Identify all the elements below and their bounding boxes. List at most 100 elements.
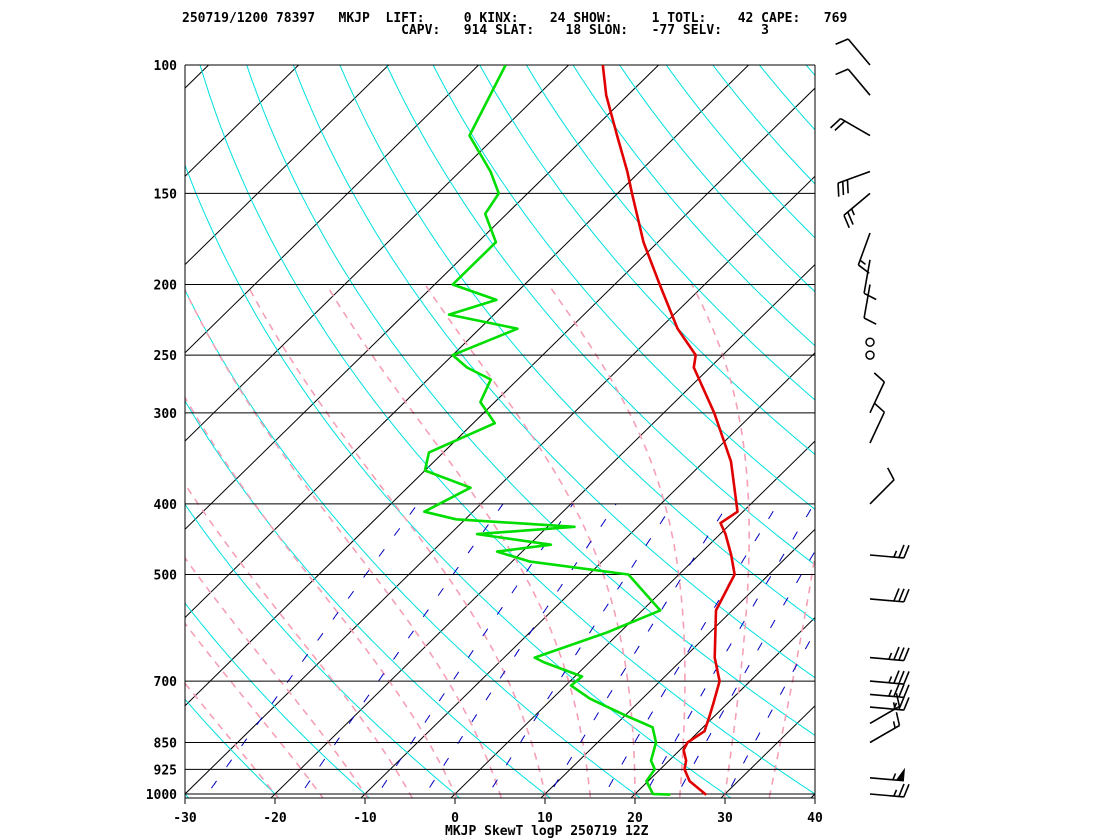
barb-half-flag	[888, 676, 893, 684]
moist-adiabat-line	[185, 556, 369, 798]
barb-half-flag	[893, 550, 898, 558]
barb-flag	[847, 211, 854, 225]
wind-barb	[835, 68, 871, 96]
pressure-tick-label: 100	[154, 59, 178, 74]
calm-circle	[865, 337, 875, 347]
temperature-axis-labels: -30 -20 -10 0 10 20 30 40	[173, 798, 823, 826]
barb-shaft	[847, 68, 871, 96]
barb-shaft	[837, 170, 871, 184]
barb-flag	[893, 683, 900, 697]
barb-half-flag	[892, 773, 897, 781]
barb-half-flag	[893, 702, 898, 710]
wind-barb	[869, 402, 886, 444]
barb-shaft	[869, 479, 895, 505]
barb-flag	[873, 402, 885, 413]
pressure-axis-labels: 100 150 200 250 300 400 500 700 850 925 1000	[146, 59, 177, 803]
barb-flag	[898, 588, 905, 602]
barb-half-flag	[850, 208, 855, 216]
barb-shaft	[869, 680, 904, 685]
barb-flag	[898, 670, 905, 684]
barb-flag	[873, 372, 885, 383]
dry-adiabat-line	[712, 65, 815, 185]
temperature-tick-label: 10	[537, 811, 553, 826]
barb-flag	[846, 179, 849, 194]
isotherm-line	[185, 65, 299, 178]
moist-adiabat-line	[768, 550, 815, 798]
barb-shaft	[840, 117, 871, 137]
barb-shaft	[863, 284, 871, 319]
wind-barb	[869, 544, 910, 559]
dry-adiabat-line	[572, 65, 815, 347]
pressure-tick-label: 400	[154, 498, 178, 513]
isotherm-line	[810, 793, 815, 798]
pressure-tick-label: 250	[154, 349, 178, 364]
barb-flag	[898, 647, 905, 661]
barb-flag	[895, 692, 901, 707]
pressure-tick-label: 1000	[146, 788, 177, 803]
dry-adiabat-line	[805, 65, 815, 77]
barb-flag	[837, 183, 840, 197]
dry-adiabat-lines	[185, 65, 1120, 809]
temperature-tick-label: -20	[263, 811, 287, 826]
barb-flag	[903, 647, 910, 661]
isotherm-line	[270, 263, 815, 798]
dry-adiabat-line	[479, 65, 815, 456]
moist-adiabat-line	[185, 682, 280, 798]
barb-flag	[898, 696, 905, 710]
wind-barb	[869, 696, 910, 711]
isotherm-line	[450, 440, 815, 798]
wind-barb	[869, 670, 910, 685]
pressure-tick-label: 500	[154, 569, 178, 584]
barb-flag	[903, 784, 910, 798]
dry-adiabat-line	[665, 65, 815, 239]
dry-adiabat-line	[619, 65, 815, 293]
header-line-2: CAPV: 914 SLAT: 18 SLON: -77 SELV: 3	[182, 23, 769, 38]
dry-adiabat-line	[339, 65, 815, 622]
barb-flag	[903, 588, 910, 603]
temperature-tick-label: -30	[173, 811, 197, 826]
barb-flag	[863, 317, 877, 325]
barb-shaft	[869, 793, 904, 798]
moist-adiabat-line	[185, 622, 324, 798]
barb-flag	[898, 684, 905, 698]
moist-adiabat-line	[185, 288, 503, 798]
barb-flag	[903, 545, 910, 559]
temperature-series	[601, 65, 739, 796]
wind-barb	[843, 192, 871, 229]
barb-flag	[886, 467, 895, 481]
dry-adiabat-line	[386, 65, 815, 566]
dry-adiabat-line	[292, 65, 815, 679]
moist-adiabat-line	[325, 284, 592, 798]
barb-half-flag	[893, 789, 898, 797]
isotherm-line	[0, 65, 119, 809]
barb-shaft	[869, 724, 900, 744]
barb-half-flag	[859, 259, 866, 265]
isotherm-line	[185, 65, 479, 354]
barb-half-flag	[892, 721, 896, 729]
dry-adiabat-line	[853, 65, 1120, 809]
wind-barb	[830, 117, 871, 137]
wind-barb	[857, 232, 871, 274]
barb-flag	[841, 181, 845, 196]
barb-flag	[903, 697, 910, 711]
barb-shaft	[863, 259, 871, 294]
pressure-tick-label: 150	[154, 187, 178, 202]
isotherm-line	[185, 65, 209, 89]
dry-adiabat-line	[185, 400, 551, 798]
barb-shaft	[869, 598, 904, 603]
barb-shaft	[857, 232, 871, 266]
dry-adiabat-line	[199, 65, 815, 795]
moist-adiabat-lines	[185, 284, 815, 798]
calm-circle	[865, 350, 875, 360]
mixing-ratio-line	[546, 503, 729, 798]
plot-frame	[184, 65, 816, 799]
isotherm-line	[630, 616, 815, 798]
moist-adiabat-line	[185, 482, 414, 798]
wind-barb	[863, 284, 877, 325]
dry-adiabat-line	[185, 503, 461, 798]
temperature-tick-label: 40	[807, 811, 823, 826]
barb-shaft	[869, 381, 886, 414]
barb-flag	[893, 646, 900, 660]
barb-flag	[857, 264, 870, 274]
